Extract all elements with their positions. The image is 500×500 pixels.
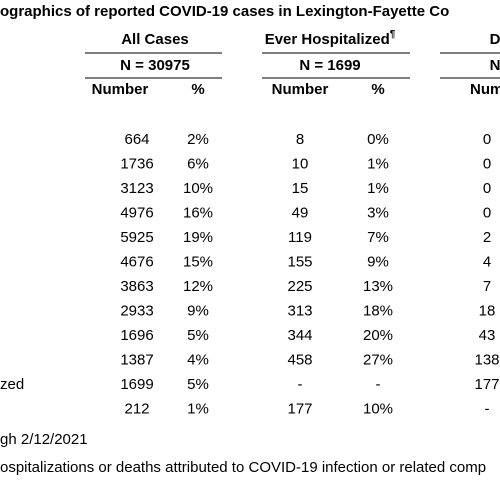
cell: 3123	[120, 180, 153, 197]
title: ographics of reported COVID-19 cases in …	[0, 3, 449, 20]
cell: 1%	[187, 400, 209, 417]
cell: 9%	[367, 253, 389, 270]
cell: 10	[292, 155, 309, 172]
cell: 212	[124, 400, 149, 417]
column-header: %	[371, 81, 384, 98]
footnote-mark: ¶	[390, 29, 396, 40]
cell: 1696	[120, 327, 153, 344]
cell: 177	[474, 376, 499, 393]
group-title-text: All Cases	[121, 31, 189, 48]
cell: 155	[287, 253, 312, 270]
cell: 177	[287, 400, 312, 417]
group-n: N = 1699	[299, 57, 360, 74]
cell: 458	[287, 351, 312, 368]
column-header: Numb	[470, 81, 500, 98]
cell: 4976	[120, 204, 153, 221]
cell: 5%	[187, 376, 209, 393]
cell: 15	[292, 180, 309, 197]
group-n: N = 30975	[120, 57, 190, 74]
cell: 6%	[187, 155, 209, 172]
cell: 1%	[367, 155, 389, 172]
group-title-text: Ever Hospitalized	[265, 31, 390, 48]
cell: 10%	[363, 400, 393, 417]
cell: 0	[483, 155, 491, 172]
cell: 19%	[183, 229, 213, 246]
cell: 664	[124, 131, 149, 148]
cell: 138	[474, 351, 499, 368]
cell: 10%	[183, 180, 213, 197]
cell: 4676	[120, 253, 153, 270]
cell: 8	[296, 131, 304, 148]
cell: 0	[483, 180, 491, 197]
group-n: N	[490, 57, 500, 74]
cell: 43	[479, 327, 496, 344]
group-title: Ever Hospitalized¶	[265, 29, 396, 48]
cell: 13%	[363, 278, 393, 295]
cell: 2933	[120, 302, 153, 319]
cell: -	[298, 376, 303, 393]
cell: -	[376, 376, 381, 393]
cell: 0%	[367, 131, 389, 148]
footnote: ospitalizations or deaths attributed to …	[0, 459, 486, 476]
cell: 2%	[187, 131, 209, 148]
footnote: gh 2/12/2021	[0, 431, 88, 448]
cell: 1387	[120, 351, 153, 368]
column-header: %	[191, 81, 204, 98]
cell: 18	[479, 302, 496, 319]
cell: 1%	[367, 180, 389, 197]
cell: 9%	[187, 302, 209, 319]
cell: 5925	[120, 229, 153, 246]
cell: 0	[483, 204, 491, 221]
column-header: Number	[272, 81, 329, 98]
cell: 7%	[367, 229, 389, 246]
group-title: D	[490, 31, 500, 48]
cell: 12%	[183, 278, 213, 295]
cell: 5%	[187, 327, 209, 344]
cell: 1736	[120, 155, 153, 172]
cell: 27%	[363, 351, 393, 368]
cell: -	[485, 400, 490, 417]
cell: 7	[483, 278, 491, 295]
cell: 1699	[120, 376, 153, 393]
cell: 49	[292, 204, 309, 221]
cell: 2	[483, 229, 491, 246]
row-label: zed	[0, 376, 24, 393]
cell: 0	[483, 131, 491, 148]
cell: 18%	[363, 302, 393, 319]
group-title-text: D	[490, 31, 500, 48]
cell: 225	[287, 278, 312, 295]
cell: 20%	[363, 327, 393, 344]
cell: 4%	[187, 351, 209, 368]
cell: 3863	[120, 278, 153, 295]
group-title: All Cases	[121, 31, 189, 48]
cell: 15%	[183, 253, 213, 270]
cell: 3%	[367, 204, 389, 221]
cell: 119	[288, 229, 312, 246]
cell: 4	[483, 253, 491, 270]
column-header: Number	[92, 81, 149, 98]
cell: 313	[287, 302, 312, 319]
cell: 344	[287, 327, 312, 344]
cell: 16%	[183, 204, 213, 221]
